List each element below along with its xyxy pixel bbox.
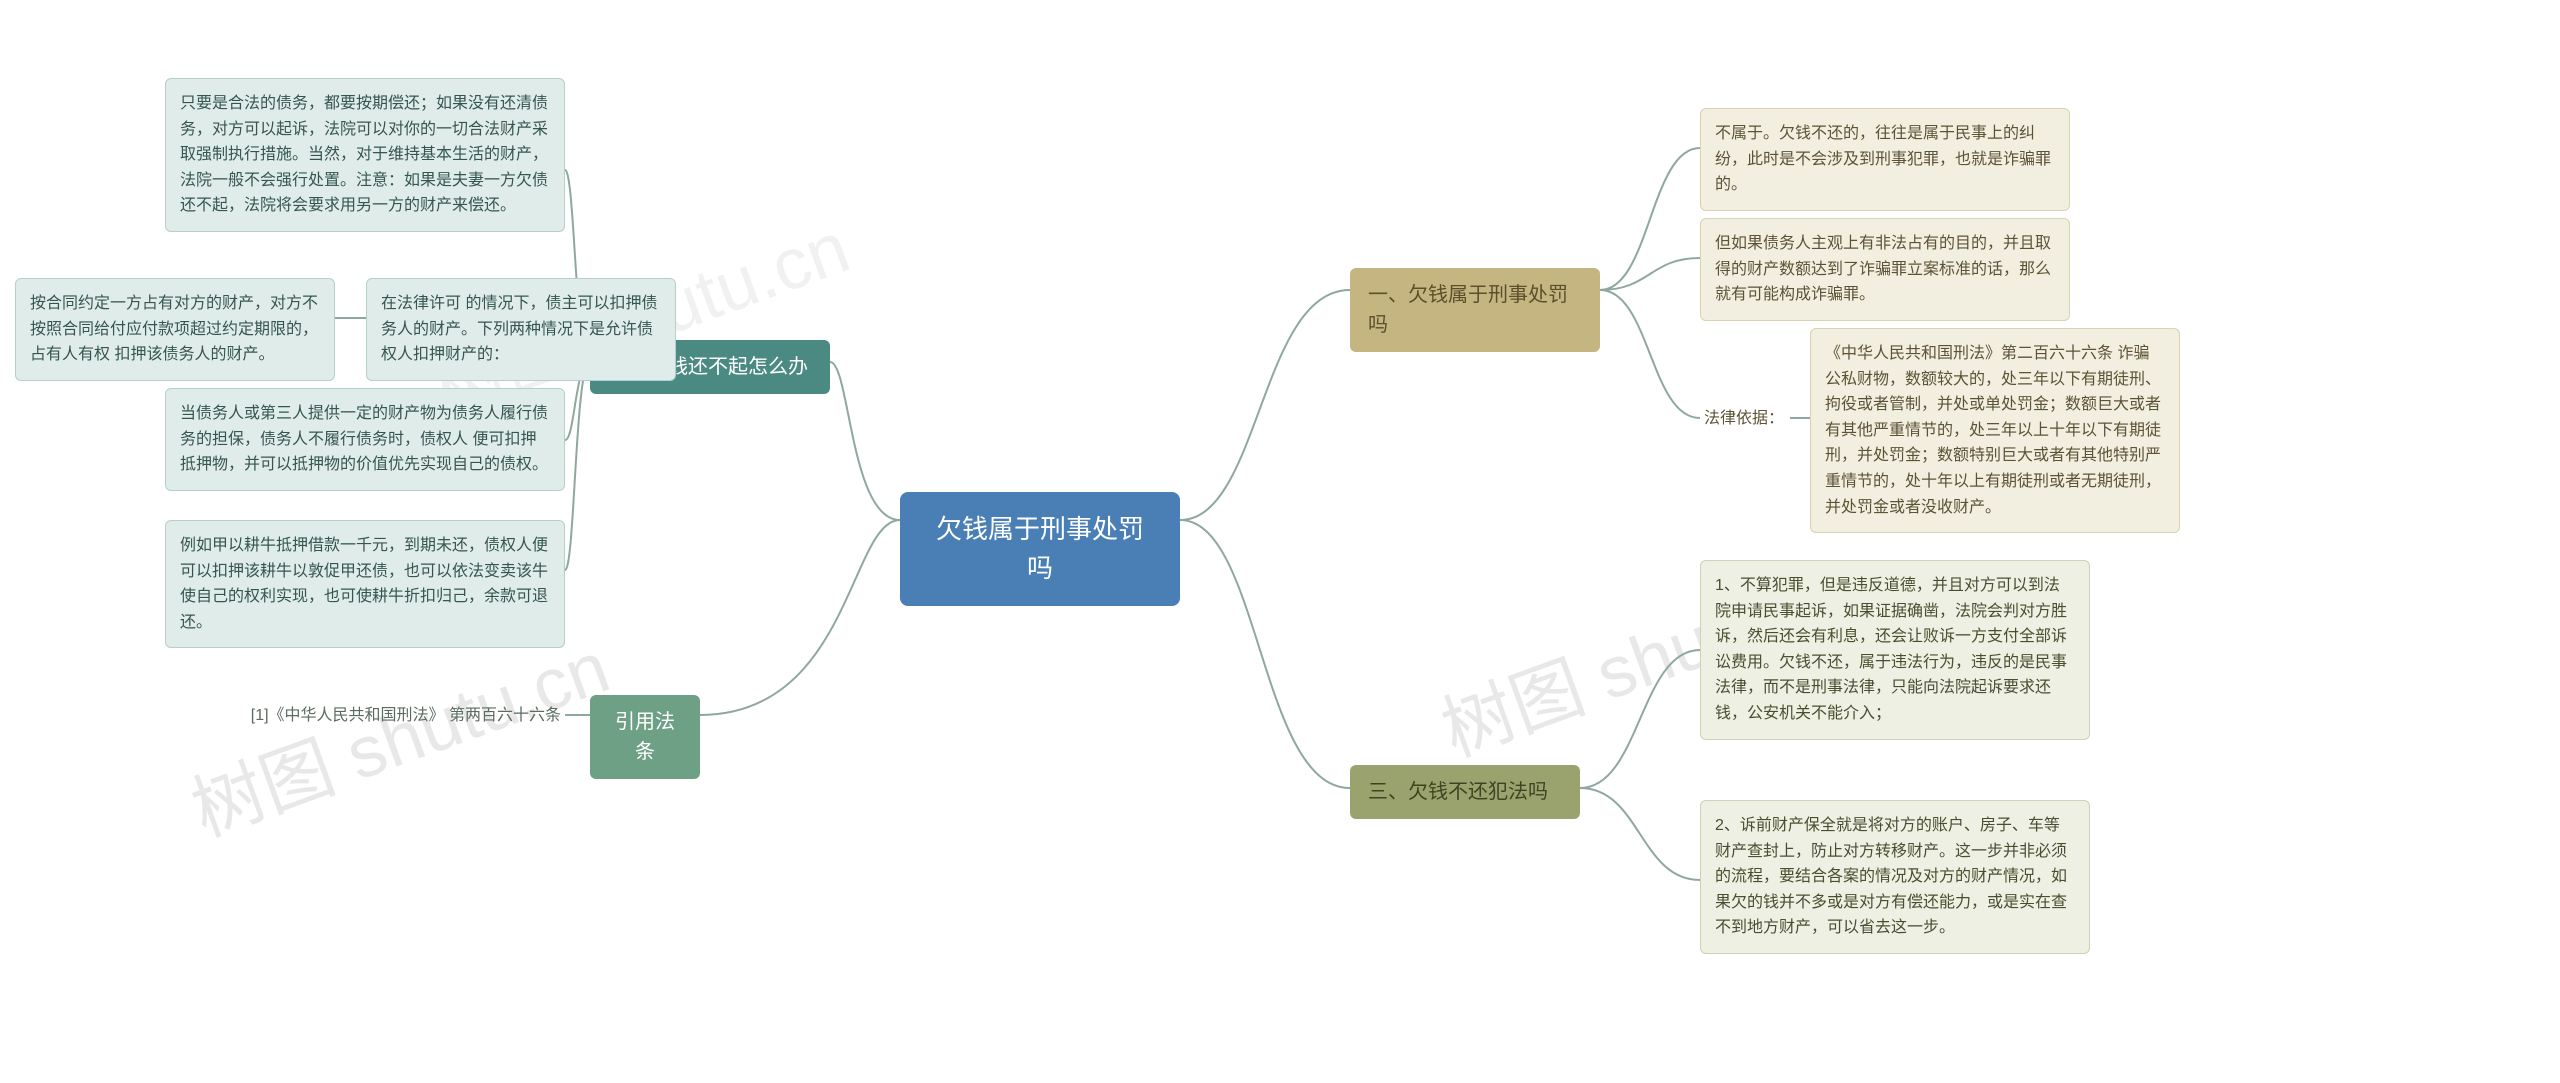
branch-3-leaf-2: 2、诉前财产保全就是将对方的账户、房子、车等财产查封上，防止对方转移财产。这一步… — [1700, 800, 2090, 954]
branch-ref: 引用法条 — [590, 695, 700, 779]
branch-3-leaf-1: 1、不算犯罪，但是违反道德，并且对方可以到法院申请民事起诉，如果证据确凿，法院会… — [1700, 560, 2090, 740]
branch-2-leaf-2: 在法律许可 的情况下，债主可以扣押债务人的财产。下列两种情况下是允许债权人扣押财… — [366, 278, 676, 381]
branch-2-leaf-1: 只要是合法的债务，都要按期偿还；如果没有还清债务，对方可以起诉，法院可以对你的一… — [165, 78, 565, 232]
branch-1-leaf-3: 《中华人民共和国刑法》第二百六十六条 诈骗公私财物，数额较大的，处三年以下有期徒… — [1810, 328, 2180, 533]
branch-2-leaf-2-sub: 按合同约定一方占有对方的财产，对方不按照合同给付应付款项超过约定期限的，占有人有… — [15, 278, 335, 381]
root-node: 欠钱属于刑事处罚吗 — [900, 492, 1180, 606]
branch-1-leaf-1: 不属于。欠钱不还的，往往是属于民事上的纠纷，此时是不会涉及到刑事犯罪，也就是诈骗… — [1700, 108, 2070, 211]
branch-1-leaf-2: 但如果债务人主观上有非法占有的目的，并且取得的财产数额达到了诈骗罪立案标准的话，… — [1700, 218, 2070, 321]
branch-2-leaf-3: 当债务人或第三人提供一定的财产物为债务人履行债务的担保，债务人不履行债务时，债权… — [165, 388, 565, 491]
branch-1: 一、欠钱属于刑事处罚吗 — [1350, 268, 1600, 352]
branch-3: 三、欠钱不还犯法吗 — [1350, 765, 1580, 819]
branch-ref-leaf-1: [1]《中华人民共和国刑法》 第两百六十六条 — [165, 695, 565, 737]
branch-2-leaf-4: 例如甲以耕牛抵押借款一千元，到期未还，债权人便可以扣押该耕牛以敦促甲还债，也可以… — [165, 520, 565, 648]
branch-1-leaf-3-label: 法律依据： — [1700, 405, 1788, 433]
